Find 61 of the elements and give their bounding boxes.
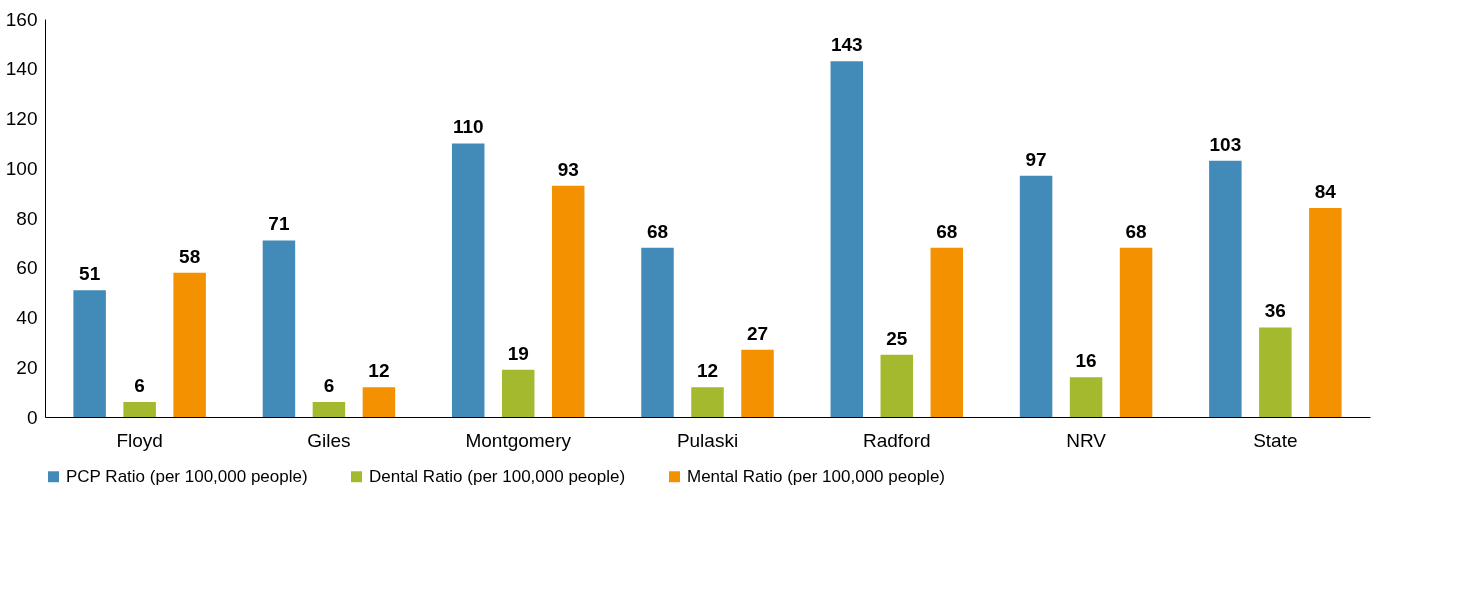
legend-label: Mental Ratio (per 100,000 people): [687, 466, 945, 486]
data-label: 68: [1125, 220, 1147, 242]
bar: [262, 240, 296, 417]
bar: [741, 349, 774, 417]
y-tick-label: 120: [5, 108, 38, 129]
y-tick-label: 60: [16, 257, 38, 279]
bar: [1259, 327, 1292, 417]
y-tick-label: 160: [5, 8, 38, 30]
bar: [451, 143, 485, 417]
bar: [123, 402, 156, 417]
x-tick-label: Pulaski: [676, 429, 739, 451]
bar: [930, 247, 964, 417]
x-tick-label: Montgomery: [465, 429, 572, 451]
data-label: 71: [268, 213, 290, 235]
data-label: 68: [936, 220, 958, 242]
y-tick-label: 40: [16, 307, 38, 328]
data-label: 12: [368, 360, 390, 382]
legend-label: Dental Ratio (per 100,000 people): [369, 466, 626, 486]
data-label: 51: [79, 263, 101, 285]
bar: [1209, 160, 1242, 417]
data-label: 27: [746, 322, 769, 344]
bar: [1119, 247, 1153, 417]
data-label: 16: [1075, 350, 1097, 372]
bar: [1069, 377, 1103, 417]
x-tick-label: Giles: [307, 429, 351, 451]
y-tick-label: 80: [16, 207, 38, 229]
data-label: 68: [646, 220, 669, 242]
x-tick-label: Radford: [862, 429, 931, 451]
bar: [312, 402, 346, 417]
y-tick-label: 100: [5, 157, 38, 179]
bar: [1309, 208, 1342, 417]
bar: [73, 290, 106, 417]
bar: [691, 387, 724, 417]
y-tick-label: 20: [16, 356, 38, 378]
bar: [1019, 175, 1053, 417]
data-label: 97: [1025, 148, 1047, 170]
bar: [830, 61, 864, 417]
data-label: 36: [1264, 300, 1286, 322]
data-label: 110: [452, 116, 484, 138]
data-label: 143: [830, 34, 863, 56]
data-label: 25: [886, 327, 908, 349]
data-label: 84: [1314, 181, 1337, 203]
data-label: 103: [1209, 133, 1242, 155]
y-tick-label: 0: [26, 406, 38, 428]
data-label: 12: [696, 360, 719, 382]
x-tick-label: State: [1253, 429, 1298, 451]
bar: [501, 369, 535, 417]
data-label: 6: [323, 375, 335, 397]
data-label: 58: [179, 245, 201, 267]
bar: [173, 272, 206, 417]
data-label: 93: [557, 158, 579, 180]
data-label: 19: [507, 342, 529, 364]
x-tick-label: NRV: [1066, 429, 1107, 451]
bar: [641, 247, 674, 417]
bar: [551, 185, 585, 417]
data-label: 6: [134, 375, 145, 397]
bar: [362, 387, 396, 417]
x-tick-label: Floyd: [116, 429, 163, 451]
bar: [880, 354, 914, 417]
y-tick-label: 140: [5, 58, 38, 80]
legend-label: PCP Ratio (per 100,000 people): [66, 466, 308, 486]
